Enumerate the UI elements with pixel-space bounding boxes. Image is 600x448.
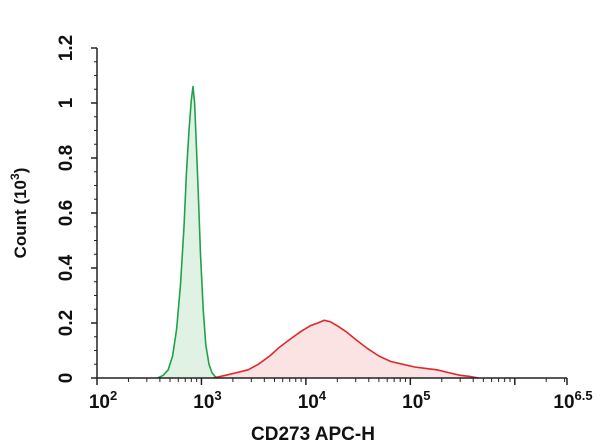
y-axis-label: Count (103) — [8, 168, 30, 259]
y-tick-label: 0 — [56, 373, 77, 384]
x-axis-label: CD273 APC-H — [251, 424, 375, 445]
y-tick-label: 1 — [56, 97, 77, 108]
histogram-1-line — [213, 319, 479, 379]
y-tick-label: 0.2 — [56, 310, 77, 336]
x-tick-label: 102 — [89, 388, 117, 413]
x-tick-label: 103 — [193, 388, 221, 413]
y-tick-label: 0.6 — [56, 200, 77, 226]
x-tick-label: 106.5 — [553, 388, 592, 413]
histogram-0-fill — [157, 86, 219, 378]
histogram-1-fill — [213, 320, 479, 378]
y-tick-label: 0.4 — [56, 254, 77, 281]
x-tick-label: 105 — [402, 388, 430, 413]
x-tick-label: 104 — [298, 388, 327, 413]
histogram-0-line — [157, 85, 219, 379]
y-tick-label: 1.2 — [56, 35, 77, 61]
y-tick-label: 0.8 — [56, 145, 77, 171]
